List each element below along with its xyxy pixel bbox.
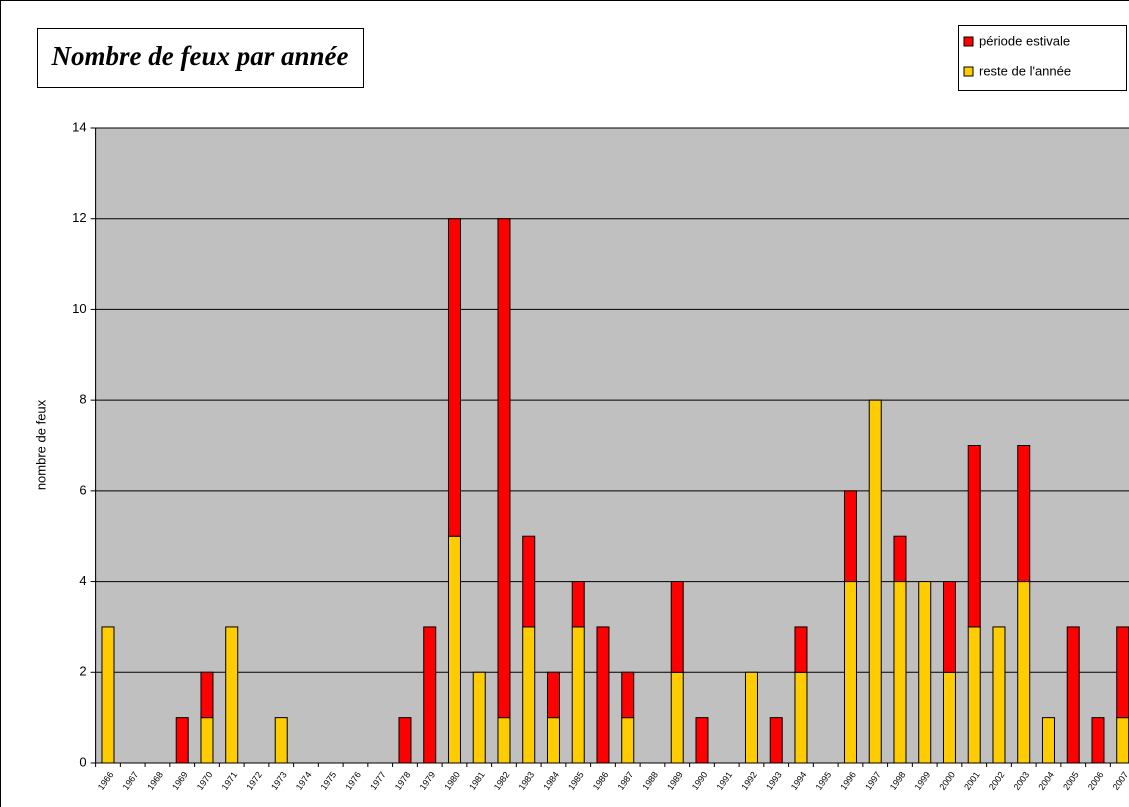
bar-segment	[621, 717, 635, 764]
bar-segment	[447, 535, 461, 764]
bar-segment	[670, 671, 684, 764]
bar-segment	[794, 671, 808, 764]
bar-segment	[1091, 717, 1105, 764]
y-tick-label: 4	[79, 573, 86, 588]
bar-segment	[1066, 626, 1080, 764]
bar-segment	[546, 717, 560, 764]
bar-segment	[522, 626, 536, 764]
bar-segment	[893, 535, 907, 583]
legend-label: période estivale	[979, 33, 1070, 48]
y-tick-label: 8	[79, 392, 86, 407]
bar-segment	[992, 626, 1006, 764]
bar-segment	[967, 445, 981, 628]
y-tick-label: 0	[79, 754, 86, 769]
bar-segment	[1116, 626, 1129, 719]
bar-segment	[967, 626, 981, 764]
bar-segment	[893, 581, 907, 764]
bar-segment	[447, 218, 461, 537]
bar-segment	[918, 581, 932, 764]
bar-segment	[744, 671, 758, 764]
bar-segment	[596, 626, 610, 764]
bar-segment	[1017, 445, 1031, 583]
bar-segment	[843, 581, 857, 764]
bar-segment	[423, 626, 437, 764]
bar-segment	[868, 399, 882, 764]
y-tick-label: 6	[79, 482, 86, 497]
bar-segment	[843, 490, 857, 583]
bar-segment	[621, 671, 635, 719]
y-tick-label: 12	[72, 210, 86, 225]
bar-segment	[522, 535, 536, 628]
bar-segment	[1041, 717, 1055, 764]
plot-area	[95, 127, 1129, 764]
legend-label: reste de l'année	[979, 63, 1071, 78]
bar-segment	[571, 626, 585, 764]
chart-title: Nombre de feux par année	[51, 41, 349, 71]
legend-swatch	[963, 36, 974, 47]
y-tick-label: 10	[72, 301, 86, 316]
bar-segment	[497, 717, 511, 764]
y-tick-label: 14	[72, 119, 86, 134]
bar-segment	[497, 218, 511, 719]
bar-segment	[398, 717, 412, 764]
bar-segment	[1116, 717, 1129, 764]
bar-segment	[1017, 581, 1031, 764]
y-axis-label: nombre de feux	[33, 399, 48, 490]
bar-segment	[794, 626, 808, 673]
bar-segment	[571, 581, 585, 628]
legend-box	[958, 25, 1127, 91]
bar-segment	[225, 626, 239, 764]
bar-segment	[546, 671, 560, 719]
bar-segment	[769, 717, 783, 764]
bar-segment	[200, 717, 214, 764]
bar-segment	[274, 717, 288, 764]
title-box	[37, 28, 364, 88]
bar-segment	[670, 581, 684, 673]
bar-segment	[695, 717, 709, 764]
legend-swatch	[963, 66, 974, 77]
y-tick-label: 2	[79, 664, 86, 679]
bar-segment	[101, 626, 115, 764]
bar-segment	[942, 581, 956, 673]
bar-segment	[942, 671, 956, 764]
bar-segment	[472, 671, 486, 764]
bar-segment	[175, 717, 189, 764]
bar-segment	[200, 671, 214, 719]
